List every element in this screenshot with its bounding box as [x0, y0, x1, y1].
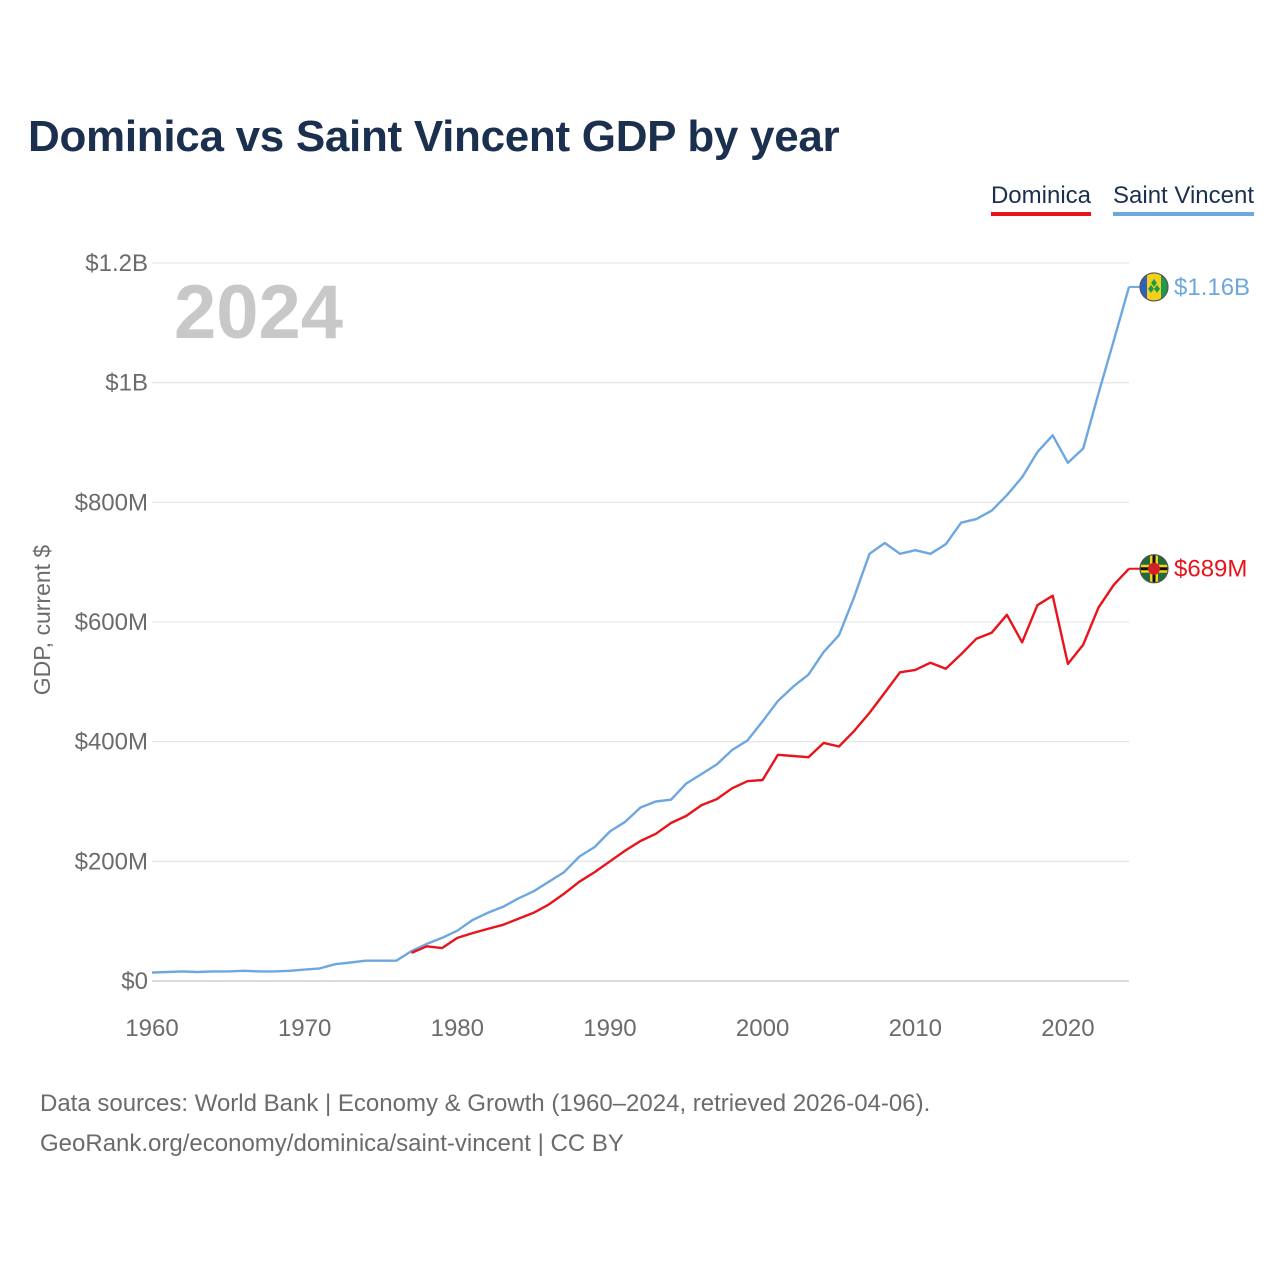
y-tick-label: $800M [75, 489, 148, 516]
series-line-saint-vincent[interactable] [151, 286, 1131, 974]
x-tick-label: 2010 [889, 1015, 942, 1042]
legend: Dominica Saint Vincent [990, 182, 1254, 216]
series-lines [151, 286, 1131, 974]
year-watermark: 2024 [174, 270, 343, 355]
x-tick-label: 1990 [583, 1015, 636, 1042]
x-tick-label: 1980 [431, 1015, 484, 1042]
footer-attribution[interactable]: GeoRank.org/economy/dominica/saint-vince… [40, 1130, 624, 1157]
y-tick-label: $400M [75, 729, 148, 756]
y-tick-label: $200M [75, 848, 148, 875]
y-tick-labels: $0 $200M $400M $600M $800M $1B $1.2B [75, 250, 148, 995]
end-value-label-saint-vincent: $1.16B [1174, 274, 1250, 301]
footer-sources: Data sources: World Bank | Economy & Gro… [40, 1090, 931, 1117]
y-tick-label: $600M [75, 609, 148, 636]
end-value-label-dominica: $689M [1174, 556, 1247, 583]
footer: Data sources: World Bank | Economy & Gro… [40, 1084, 930, 1164]
y-tick-label: $1B [105, 370, 148, 397]
series-endpoints: $1.16B $689M [1129, 272, 1250, 584]
x-tick-label: 1970 [278, 1015, 331, 1042]
flag-icon-dominica [1139, 554, 1169, 584]
x-tick-label: 2020 [1041, 1015, 1094, 1042]
grid-lines [152, 262, 1129, 982]
y-tick-label: $0 [121, 968, 148, 995]
y-tick-label: $1.2B [85, 250, 148, 277]
legend-item-dominica[interactable]: Dominica [990, 182, 1091, 216]
series-line-dominica[interactable] [411, 567, 1130, 955]
legend-item-saint-vincent[interactable]: Saint Vincent [1113, 182, 1254, 216]
y-axis-label: GDP, current $ [29, 545, 55, 696]
x-tick-labels: 1960 1970 1980 1990 2000 2010 2020 [125, 1015, 1094, 1042]
x-tick-label: 2000 [736, 1015, 789, 1042]
x-tick-label: 1960 [125, 1015, 178, 1042]
chart-title: Dominica vs Saint Vincent GDP by year [28, 112, 840, 161]
flag-icon-saint-vincent [1139, 272, 1169, 302]
